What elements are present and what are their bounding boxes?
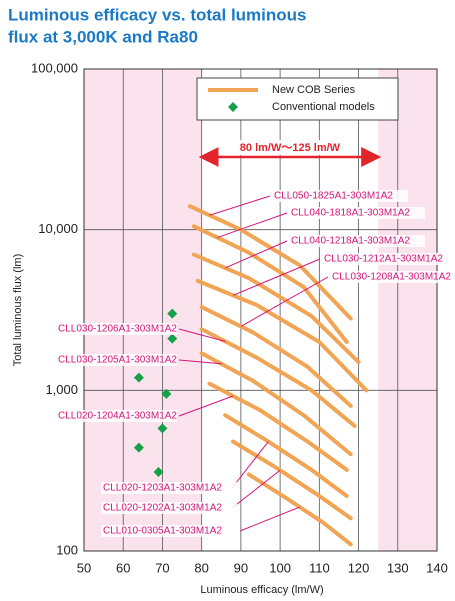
label-bg xyxy=(289,235,425,247)
range-label: 80 lm/W～125 lm/W xyxy=(240,142,341,154)
range-label-bg xyxy=(232,140,350,155)
x-tick-label: 50 xyxy=(77,560,91,575)
model-label: CLL030-1206A1-303M1A2 xyxy=(58,324,177,335)
x-tick-label: 60 xyxy=(116,560,130,575)
model-label: CLL020-1204A1-303M1A2 xyxy=(58,411,177,422)
y-axis-title: Total luminous flux (lm) xyxy=(12,254,24,366)
label-bg xyxy=(41,354,177,366)
legend-box xyxy=(196,77,399,121)
leader-line xyxy=(217,212,288,239)
leader-line xyxy=(178,328,226,342)
leader-line xyxy=(178,395,234,417)
model-label: CLL050-1825A1-303M1A2 xyxy=(274,191,393,202)
flux-curve xyxy=(187,204,353,321)
leader-line xyxy=(239,506,300,532)
flux-curve xyxy=(231,439,353,521)
conventional-point xyxy=(153,467,164,478)
label-bg xyxy=(41,410,177,422)
model-label: CLL020-1202A1-303M1A2 xyxy=(103,503,222,514)
x-tick-label: 100 xyxy=(269,560,291,575)
conventional-point xyxy=(167,333,178,344)
legend-swatch xyxy=(228,102,238,112)
plot-frame xyxy=(83,68,438,552)
label-bg xyxy=(101,482,237,494)
label-bg xyxy=(41,323,177,335)
flux-curve xyxy=(199,327,357,428)
model-label: CLL010-0305A1-303M1A2 xyxy=(103,526,222,537)
flux-curve xyxy=(223,413,349,498)
label-bg xyxy=(101,502,237,514)
leader-line xyxy=(232,258,321,296)
flux-curve xyxy=(207,381,349,472)
leader-line xyxy=(231,441,269,489)
x-tick-label: 90 xyxy=(234,560,248,575)
chart-title: flux at 3,000K and Ra80 xyxy=(8,27,198,46)
leader-line xyxy=(240,276,329,327)
conventional-point xyxy=(133,372,144,383)
model-label: CLL040-1818A1-303M1A2 xyxy=(291,208,410,219)
x-tick-label: 120 xyxy=(348,560,370,575)
x-tick-label: 80 xyxy=(194,560,208,575)
legend-label: New COB Series xyxy=(272,84,356,96)
conventional-point xyxy=(161,388,172,399)
y-tick-label: 100 xyxy=(56,542,78,557)
y-tick-label: 100,000 xyxy=(31,60,78,75)
model-label: CLL040-1218A1-303M1A2 xyxy=(291,236,410,247)
conventional-point xyxy=(157,423,168,434)
conventional-point xyxy=(133,442,144,453)
flux-curve xyxy=(246,472,353,547)
label-bg xyxy=(272,190,408,202)
flux-curve xyxy=(191,252,361,365)
y-tick-label: 1,000 xyxy=(45,382,78,397)
flux-curve xyxy=(199,351,353,457)
legend-label: Conventional models xyxy=(272,101,375,113)
label-bg xyxy=(322,253,455,265)
label-bg xyxy=(289,207,425,219)
conventional-point xyxy=(167,308,178,319)
chart-title: Luminous efficacy vs. total luminous xyxy=(8,5,307,24)
x-tick-label: 130 xyxy=(387,560,409,575)
leader-line xyxy=(225,240,288,269)
model-label: CLL030-1212A1-303M1A2 xyxy=(324,254,443,265)
leader-line xyxy=(231,469,281,509)
flux-curve xyxy=(195,278,369,393)
label-bg xyxy=(330,271,455,283)
x-tick-label: 140 xyxy=(426,560,448,575)
flux-curve xyxy=(191,224,349,344)
y-tick-label: 10,000 xyxy=(38,221,78,236)
flux-curve xyxy=(199,305,353,408)
leader-line xyxy=(178,359,222,365)
model-label: CLL020-1203A1-303M1A2 xyxy=(103,483,222,494)
label-bg xyxy=(101,525,237,537)
model-label: CLL030-1205A1-303M1A2 xyxy=(58,355,177,366)
x-tick-label: 70 xyxy=(155,560,169,575)
x-axis-title: Luminous efficacy (lm/W) xyxy=(200,584,323,596)
model-label: CLL030-1208A1-303M1A2 xyxy=(332,272,451,283)
x-tick-label: 110 xyxy=(309,560,330,575)
leader-line xyxy=(209,195,271,216)
